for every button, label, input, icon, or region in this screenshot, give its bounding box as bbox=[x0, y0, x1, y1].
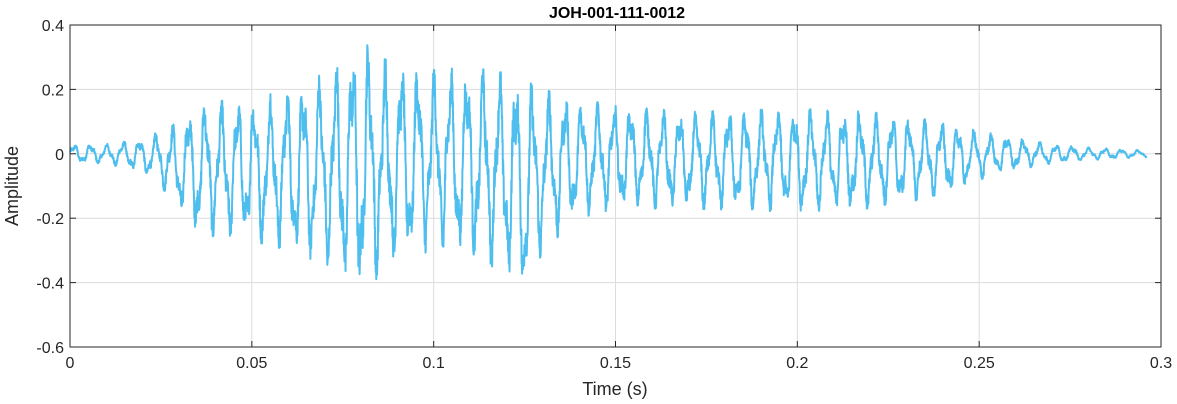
x-tick-label: 0.3 bbox=[1150, 355, 1172, 372]
x-tick-label: 0 bbox=[66, 355, 75, 372]
x-tick-label: 0.1 bbox=[423, 355, 445, 372]
chart-title: JOH-001-111-0012 bbox=[549, 5, 685, 22]
x-tick-label: 0.05 bbox=[236, 355, 267, 372]
x-tick-label: 0.15 bbox=[600, 355, 631, 372]
y-tick-label: 0.4 bbox=[42, 18, 64, 35]
y-tick-label: -0.6 bbox=[36, 340, 64, 357]
y-tick-labels: -0.6 -0.4 -0.2 0 0.2 0.4 bbox=[36, 18, 64, 357]
signal-line bbox=[69, 44, 1148, 281]
x-tick-label: 0.2 bbox=[786, 355, 808, 372]
x-tick-labels: 0 0.05 0.1 0.15 0.2 0.25 0.3 bbox=[66, 355, 1173, 372]
y-tick-label: -0.4 bbox=[36, 276, 64, 293]
y-tick-label: -0.2 bbox=[36, 211, 64, 228]
y-tick-label: 0.2 bbox=[42, 82, 64, 99]
x-axis-label: Time (s) bbox=[582, 379, 647, 399]
y-tick-label: 0 bbox=[55, 147, 64, 164]
grid bbox=[69, 24, 1162, 348]
x-tick-label: 0.25 bbox=[964, 355, 995, 372]
plot-frame bbox=[69, 24, 1162, 348]
y-axis-label: Amplitude bbox=[2, 146, 22, 226]
